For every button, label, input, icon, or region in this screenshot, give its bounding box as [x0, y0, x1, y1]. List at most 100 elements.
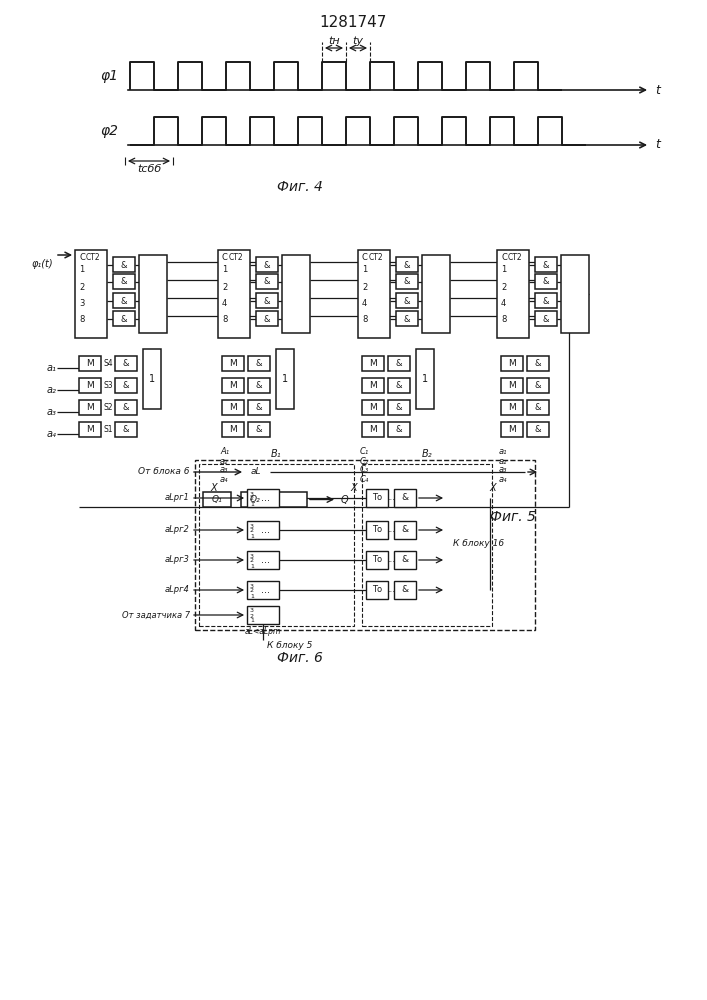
Text: 4: 4: [222, 300, 227, 308]
Text: &: &: [256, 424, 262, 434]
Text: М: М: [369, 424, 377, 434]
Text: 8: 8: [501, 316, 506, 324]
Bar: [248, 356, 270, 371]
Text: &: &: [123, 380, 129, 389]
Text: B₂: B₂: [421, 449, 432, 459]
Text: 1281747: 1281747: [320, 15, 387, 30]
Text: 1: 1: [250, 618, 254, 624]
Text: СТ2: СТ2: [508, 252, 522, 261]
Bar: [139, 255, 167, 333]
Bar: [222, 356, 244, 371]
Bar: [115, 400, 137, 415]
Bar: [527, 378, 549, 393]
Text: X: X: [210, 483, 216, 493]
Bar: [394, 489, 416, 507]
Text: &: &: [402, 556, 409, 564]
Bar: [501, 378, 523, 393]
Text: a₁: a₁: [499, 448, 508, 456]
Bar: [362, 464, 492, 626]
Text: &: &: [402, 493, 409, 502]
Text: аL: аL: [251, 468, 262, 477]
Bar: [362, 378, 384, 393]
Text: аLрг3: аLрг3: [165, 556, 190, 564]
Bar: [362, 422, 384, 437]
Text: &: &: [396, 359, 402, 367]
Text: tу: tу: [353, 36, 363, 46]
Bar: [248, 400, 270, 415]
Text: От задатчика 7: От задатчика 7: [122, 610, 190, 619]
Text: &: &: [404, 314, 410, 324]
Bar: [282, 255, 310, 333]
Text: A₁: A₁: [220, 448, 229, 456]
Bar: [527, 422, 549, 437]
Bar: [501, 400, 523, 415]
Text: М: М: [508, 359, 516, 367]
Text: S1: S1: [103, 424, 112, 434]
Text: &: &: [121, 277, 127, 286]
Text: 8: 8: [79, 316, 84, 324]
Text: &: &: [534, 380, 542, 389]
Text: &: &: [534, 402, 542, 412]
Text: 4: 4: [362, 300, 367, 308]
Text: М: М: [229, 380, 237, 389]
Text: t: t: [655, 84, 660, 97]
Bar: [535, 257, 557, 272]
Text: 3: 3: [79, 300, 84, 308]
Bar: [388, 422, 410, 437]
Bar: [501, 356, 523, 371]
Text: 4: 4: [501, 300, 506, 308]
Text: &: &: [264, 277, 270, 286]
Text: a₄: a₄: [220, 475, 228, 484]
Text: &: &: [256, 380, 262, 389]
Text: СТ2: СТ2: [229, 252, 244, 261]
Text: М: М: [86, 380, 94, 389]
Text: &: &: [396, 380, 402, 389]
Text: C: C: [501, 252, 507, 261]
Text: &: &: [543, 314, 549, 324]
Text: 8: 8: [362, 316, 368, 324]
Text: аLрг2: аLрг2: [165, 526, 190, 534]
Bar: [535, 274, 557, 289]
Text: От блока 6: От блока 6: [139, 468, 190, 477]
Text: 2: 2: [501, 282, 506, 292]
Text: &: &: [123, 402, 129, 412]
Text: аLрг4: аLрг4: [165, 585, 190, 594]
Text: 1: 1: [362, 265, 367, 274]
Text: 1: 1: [250, 564, 254, 568]
Text: М: М: [229, 424, 237, 434]
Text: М: М: [508, 380, 516, 389]
Text: X: X: [489, 483, 496, 493]
Bar: [247, 606, 279, 624]
Text: 1: 1: [422, 374, 428, 384]
Text: М: М: [508, 424, 516, 434]
Text: ...: ...: [260, 555, 269, 565]
Text: М: М: [229, 402, 237, 412]
Bar: [388, 356, 410, 371]
Text: М: М: [229, 359, 237, 367]
Text: &: &: [121, 260, 127, 269]
Text: &: &: [402, 585, 409, 594]
Text: tн: tн: [328, 36, 340, 46]
Text: &: &: [256, 402, 262, 412]
Text: Tо: Tо: [372, 493, 382, 502]
Text: ...: ...: [260, 585, 269, 595]
Bar: [222, 422, 244, 437]
Bar: [247, 489, 279, 507]
Text: 1: 1: [250, 502, 254, 506]
Text: &: &: [264, 314, 270, 324]
Bar: [396, 311, 418, 326]
Bar: [113, 293, 135, 308]
Bar: [113, 274, 135, 289]
Text: a₂: a₂: [46, 385, 56, 395]
Bar: [358, 250, 390, 338]
Text: a₄: a₄: [499, 475, 508, 484]
Text: &: &: [534, 359, 542, 367]
Bar: [362, 400, 384, 415]
Text: 1: 1: [250, 534, 254, 538]
Text: φ₁(t): φ₁(t): [31, 259, 53, 269]
Text: &: &: [264, 296, 270, 306]
Bar: [396, 274, 418, 289]
Text: &: &: [404, 277, 410, 286]
Text: М: М: [508, 402, 516, 412]
Text: СТ2: СТ2: [86, 252, 100, 261]
